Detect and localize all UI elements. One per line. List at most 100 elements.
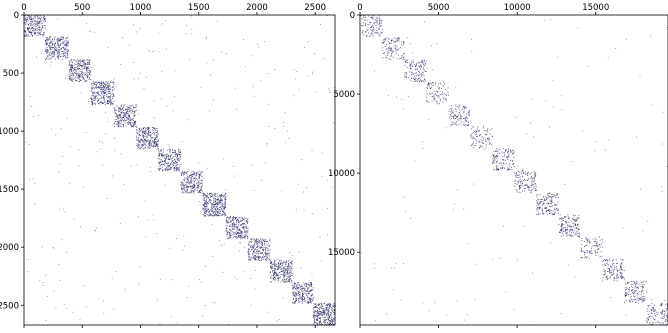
nonzero-point xyxy=(250,238,251,240)
nonzero-point xyxy=(69,146,71,148)
nonzero-point xyxy=(284,280,285,282)
nonzero-point xyxy=(299,292,301,293)
nonzero-point xyxy=(287,266,289,268)
nonzero-point xyxy=(413,79,415,81)
nonzero-point xyxy=(476,128,478,130)
nonzero-point xyxy=(316,319,318,321)
nonzero-point xyxy=(494,155,496,157)
nonzero-point xyxy=(48,46,50,47)
nonzero-point xyxy=(168,144,170,146)
nonzero-point xyxy=(44,16,46,17)
nonzero-point xyxy=(118,110,119,112)
nonzero-point xyxy=(487,131,489,133)
nonzero-point xyxy=(182,182,184,184)
nonzero-point xyxy=(178,170,180,172)
nonzero-point xyxy=(528,186,530,188)
nonzero-point xyxy=(102,82,104,83)
nonzero-point xyxy=(411,74,413,76)
nonzero-point xyxy=(50,58,52,60)
nonzero-point xyxy=(230,229,232,231)
nonzero-point xyxy=(468,122,470,123)
nonzero-point xyxy=(433,82,435,84)
nonzero-point xyxy=(317,316,318,318)
nonzero-point xyxy=(62,37,64,39)
nonzero-point xyxy=(288,279,290,281)
nonzero-point xyxy=(209,214,210,216)
nonzero-point xyxy=(39,17,41,19)
nonzero-point xyxy=(168,162,169,164)
nonzero-point xyxy=(234,233,236,234)
nonzero-point xyxy=(289,266,291,268)
nonzero-point xyxy=(384,52,385,54)
nonzero-point xyxy=(283,277,285,278)
nonzero-point xyxy=(26,17,28,19)
nonzero-point xyxy=(369,35,370,37)
nonzero-point xyxy=(502,168,503,169)
nonzero-point xyxy=(211,211,213,212)
nonzero-point xyxy=(406,76,407,78)
nonzero-point xyxy=(326,309,328,311)
nonzero-point xyxy=(260,80,262,82)
nonzero-point xyxy=(69,78,70,80)
nonzero-point xyxy=(113,125,115,127)
nonzero-point xyxy=(103,95,105,97)
nonzero-point xyxy=(487,140,489,142)
nonzero-point xyxy=(191,28,193,30)
y-tick-label: 500 xyxy=(3,69,19,79)
nonzero-point xyxy=(391,52,393,53)
nonzero-point xyxy=(208,197,210,199)
nonzero-point xyxy=(70,78,71,80)
nonzero-point xyxy=(192,176,194,177)
nonzero-point xyxy=(405,72,407,73)
nonzero-point xyxy=(293,302,295,304)
nonzero-point xyxy=(39,31,41,33)
nonzero-point xyxy=(303,292,305,294)
nonzero-point xyxy=(100,89,102,91)
nonzero-point xyxy=(231,234,233,236)
nonzero-point xyxy=(208,194,210,196)
nonzero-point xyxy=(212,208,214,210)
nonzero-point xyxy=(192,183,194,185)
diagonal-block xyxy=(448,104,471,127)
nonzero-point xyxy=(435,93,437,95)
nonzero-point xyxy=(287,277,288,279)
nonzero-point xyxy=(403,56,404,58)
nonzero-point xyxy=(136,139,138,141)
diagonal-block xyxy=(292,282,314,304)
nonzero-point xyxy=(89,72,91,74)
nonzero-point xyxy=(181,182,182,183)
nonzero-point xyxy=(80,79,82,81)
nonzero-point xyxy=(47,55,48,57)
nonzero-point xyxy=(465,106,467,108)
nonzero-point xyxy=(237,228,238,230)
nonzero-point xyxy=(240,230,242,232)
nonzero-point xyxy=(49,37,50,39)
nonzero-point xyxy=(256,256,258,257)
nonzero-point xyxy=(92,94,94,96)
nonzero-point xyxy=(271,267,273,269)
nonzero-point xyxy=(67,57,68,58)
nonzero-point xyxy=(51,44,53,45)
nonzero-point xyxy=(94,99,96,100)
nonzero-point xyxy=(224,213,226,214)
nonzero-point xyxy=(206,202,208,204)
nonzero-point xyxy=(525,185,527,186)
nonzero-point xyxy=(134,126,136,127)
nonzero-point xyxy=(150,134,151,136)
nonzero-point xyxy=(27,19,29,21)
nonzero-point xyxy=(46,37,48,39)
nonzero-point xyxy=(251,304,252,306)
nonzero-point xyxy=(75,67,77,68)
nonzero-point xyxy=(255,253,257,254)
nonzero-point xyxy=(261,244,263,245)
nonzero-point xyxy=(154,140,156,142)
nonzero-point xyxy=(491,136,493,138)
nonzero-point xyxy=(133,123,135,125)
nonzero-point xyxy=(442,91,443,93)
nonzero-point xyxy=(303,191,304,193)
nonzero-point xyxy=(181,189,182,190)
nonzero-point xyxy=(294,302,296,304)
nonzero-point xyxy=(102,142,104,144)
nonzero-point xyxy=(392,50,393,52)
